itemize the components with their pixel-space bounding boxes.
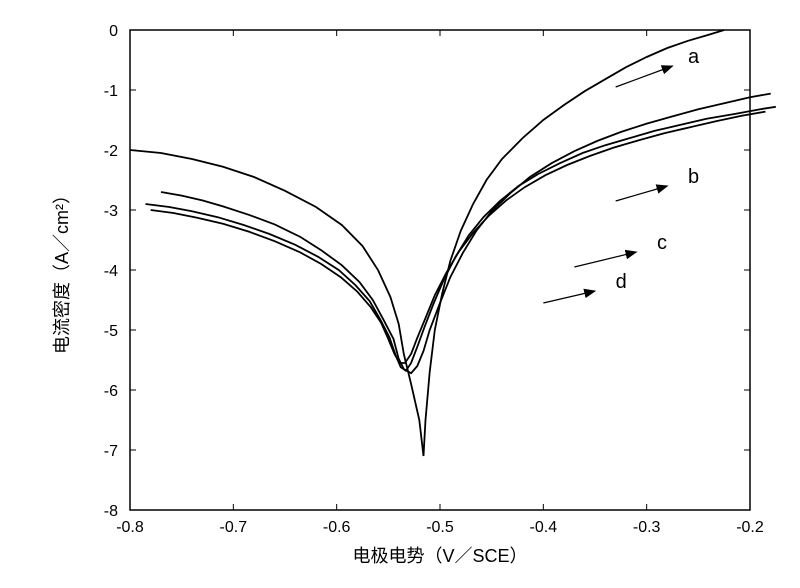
y-tick-label: -4 — [104, 263, 118, 280]
label-arrow-d — [543, 291, 595, 303]
y-tick-label: 0 — [109, 23, 118, 40]
series-label-b: b — [688, 166, 699, 188]
x-axis-label: 电极电势（V／SCE） — [352, 546, 527, 566]
y-tick-label: -8 — [104, 503, 118, 520]
series-c — [146, 107, 776, 371]
x-tick-label: -0.3 — [633, 519, 661, 536]
y-axis-label: 电流密度（A／cm²） — [52, 186, 72, 354]
label-arrow-b — [616, 186, 668, 201]
y-tick-label: -3 — [104, 203, 118, 220]
series-label-c: c — [657, 232, 667, 254]
y-tick-label: -6 — [104, 383, 118, 400]
tafel-chart: -0.8 -0.7 -0.6 -0.5 -0.4 -0.3 -0.2 0 -1 -2 -3 -4 -5 -… — [0, 0, 800, 588]
series-label-a: a — [688, 46, 700, 68]
series-a — [130, 30, 724, 456]
chart-svg: -0.8 -0.7 -0.6 -0.5 -0.4 -0.3 -0.2 0 -1 -2 -3 -4 -5 -… — [0, 0, 800, 588]
x-tick-label: -0.7 — [220, 519, 248, 536]
x-tick-label: -0.8 — [116, 519, 144, 536]
series-label-d: d — [616, 271, 627, 293]
x-tick-label: -0.5 — [426, 519, 454, 536]
x-tick-label: -0.2 — [736, 519, 764, 536]
y-tick-label: -2 — [104, 143, 118, 160]
y-tick-label: -5 — [104, 323, 118, 340]
x-tick-label: -0.6 — [323, 519, 351, 536]
y-tick-label: -7 — [104, 443, 118, 460]
x-tick-label: -0.4 — [530, 519, 558, 536]
y-tick-label: -1 — [104, 83, 118, 100]
label-arrow-c — [574, 252, 636, 267]
